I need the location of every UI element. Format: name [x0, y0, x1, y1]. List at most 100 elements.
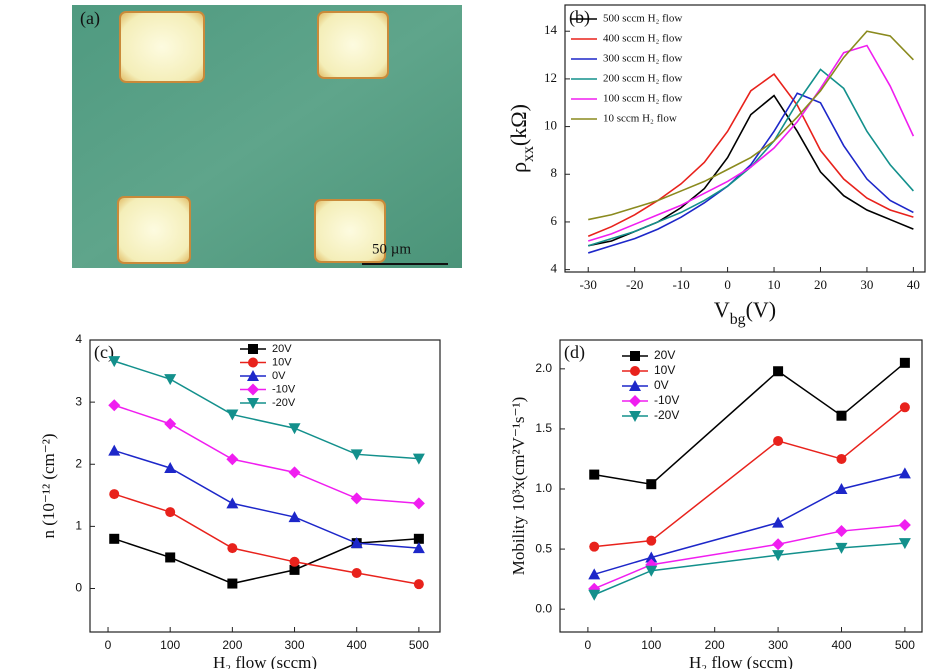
marker — [164, 461, 177, 473]
plot-frame — [559, 339, 923, 633]
x-axis-label-part: H₂ flow (sccm) — [213, 653, 317, 669]
marker — [165, 552, 176, 563]
x-tick-label: 400 — [347, 638, 367, 652]
y-axis-label-part: (kΩ) — [506, 104, 531, 146]
legend-label: 20V — [272, 343, 292, 355]
marker — [589, 541, 600, 552]
x-tick-label: -20 — [626, 277, 643, 292]
series-line — [114, 538, 419, 585]
y-tick-label: 14 — [544, 22, 558, 37]
marker — [772, 550, 785, 562]
legend-label: 400 sccm H₂ flow — [603, 33, 682, 45]
x-tick-label: 100 — [641, 638, 661, 652]
legend-label: 10V — [272, 356, 292, 368]
series-line — [594, 406, 906, 548]
marker — [646, 479, 657, 490]
x-tick-label: 500 — [409, 638, 429, 652]
marker — [646, 535, 657, 546]
marker — [412, 542, 425, 554]
marker — [351, 567, 362, 578]
x-tick-label: 300 — [768, 638, 788, 652]
marker — [226, 497, 239, 509]
legend-marker — [629, 380, 641, 391]
marker — [772, 516, 785, 528]
marker — [109, 533, 120, 544]
legend-marker — [630, 366, 640, 376]
series-line — [114, 449, 419, 549]
chart: 0 100 200 300 400 500 0 1 2 3 4 H₂ flow (sccm) n (10… — [39, 332, 441, 669]
series-line — [114, 493, 419, 585]
marker — [835, 525, 848, 538]
y-tick-label: 12 — [544, 70, 557, 85]
y-tick-label: 0.0 — [535, 601, 552, 615]
x-axis-label-part: V — [714, 297, 730, 322]
marker — [108, 444, 121, 456]
marker — [227, 543, 238, 554]
series-line — [587, 92, 914, 254]
plot-frame — [89, 339, 441, 633]
y-axis-label: ρxx(kΩ) — [506, 104, 537, 173]
legend-label: 500 sccm H₂ flow — [603, 13, 682, 25]
marker — [109, 489, 120, 500]
legend-marker — [248, 357, 258, 368]
marker — [413, 533, 424, 544]
marker — [589, 469, 600, 480]
y-tick-label: 10 — [544, 118, 557, 133]
marker — [164, 374, 177, 386]
x-tick-label: 500 — [895, 638, 915, 652]
legend-label: 200 sccm H₂ flow — [603, 73, 682, 85]
scale-bar-label: 50 µm — [372, 241, 411, 257]
marker — [835, 483, 848, 495]
chart: 0 100 200 300 400 500 0.0 0.5 1.0 1.5 2.0 H₂ flow (… — [509, 339, 923, 669]
legend-marker — [247, 398, 259, 409]
marker — [289, 564, 300, 575]
x-tick-label: 300 — [285, 638, 305, 652]
marker — [898, 538, 911, 550]
legend-label: -20V — [654, 408, 679, 422]
x-tick-label: 20 — [814, 277, 827, 292]
marker — [412, 497, 425, 510]
y-axis-label-part: xx — [520, 146, 537, 162]
marker — [588, 589, 601, 601]
y-tick-label: 8 — [551, 165, 558, 180]
legend-label: 100 sccm H₂ flow — [603, 93, 682, 105]
y-tick-label: 2 — [75, 456, 82, 470]
marker — [645, 565, 658, 577]
y-axis-label-part: ρ — [506, 162, 531, 173]
series-line — [594, 362, 906, 485]
legend-label: 20V — [654, 348, 675, 362]
marker — [164, 417, 177, 430]
panel-label: (d) — [564, 342, 585, 363]
x-axis-label: Vbg(V) — [714, 297, 776, 328]
legend-marker — [248, 344, 258, 354]
marker — [226, 409, 239, 421]
y-axis-label: Mobility 10³x(cm²V⁻¹s⁻¹) — [509, 397, 528, 576]
marker — [288, 466, 301, 479]
x-tick-label: 0 — [105, 638, 112, 652]
x-axis-label-part: (V) — [746, 297, 777, 322]
y-tick-label: 1 — [75, 519, 82, 533]
marker — [288, 511, 301, 523]
legend-marker — [630, 351, 640, 361]
legend-label: 10 sccm H₂ flow — [603, 113, 677, 125]
contact-pad — [314, 199, 386, 263]
marker — [645, 551, 658, 563]
marker — [165, 507, 176, 518]
marker — [108, 356, 121, 368]
contact-pad — [317, 11, 389, 79]
legend-marker — [629, 395, 641, 407]
legend-marker — [247, 370, 259, 381]
x-tick-label: 40 — [907, 277, 920, 292]
marker — [350, 492, 363, 505]
x-tick-label: 10 — [768, 277, 781, 292]
legend-marker — [247, 383, 259, 396]
x-tick-label: -30 — [580, 277, 597, 292]
x-tick-label: 400 — [831, 638, 851, 652]
y-tick-label: 1.5 — [535, 421, 552, 435]
marker — [413, 579, 424, 590]
contact-pad — [119, 11, 205, 83]
x-axis-label-part: H₂ flow (sccm) — [689, 653, 793, 669]
marker — [350, 537, 363, 549]
micrograph: (a) 50 µm — [72, 5, 462, 268]
y-axis-label: n (10⁻¹² (cm⁻²) — [39, 434, 58, 539]
